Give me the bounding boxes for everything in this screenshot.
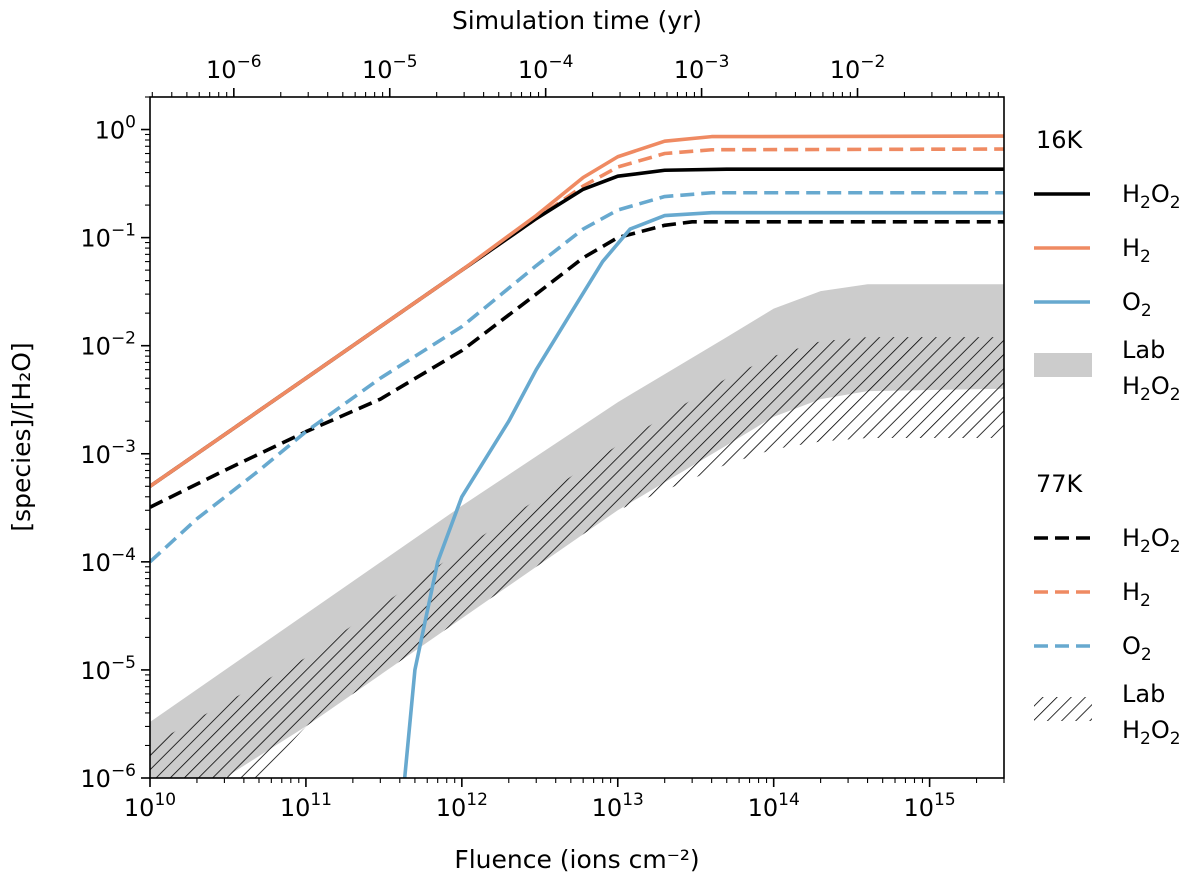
top-tick-label: 10−3 (674, 52, 730, 84)
legend-label: H2 (1122, 234, 1151, 267)
y-tick-label: 100 (95, 113, 136, 145)
y-tick-label: 10−5 (80, 653, 136, 685)
axis-ticks (141, 88, 1005, 787)
y-tick-label: 10−4 (80, 545, 136, 577)
top-tick-label: 10−4 (518, 52, 574, 84)
series-O2_16K (402, 210, 1004, 778)
series-lines (150, 134, 1004, 778)
legend-label: O2 (1122, 288, 1152, 321)
y-tick-label: 10−6 (80, 761, 136, 793)
lab-bands (150, 284, 1004, 778)
y-axis-label: [species]/[H₂O] (7, 342, 36, 531)
legend-label: Lab (1122, 680, 1165, 708)
top-tick-label: 10−5 (362, 52, 418, 84)
legend-title-16K: 16K (1036, 126, 1084, 154)
x-tick-label: 1011 (280, 790, 332, 822)
series-O2_77K (150, 190, 1004, 564)
x-tick-label: 1014 (748, 790, 800, 822)
legend-title-77K: 77K (1036, 470, 1084, 498)
top-axis-label: Simulation time (yr) (452, 6, 702, 35)
series-H2O2_77K (150, 220, 1004, 509)
series-H2_16K (150, 134, 1004, 488)
tick-labels: 1010 1011 1012 1013 1014 1015 10−6 10−5 10−4 10−3… (80, 52, 955, 822)
legend-label: Lab (1122, 336, 1165, 364)
legend-label: H2 (1122, 578, 1151, 611)
top-tick-label: 10−6 (206, 52, 262, 84)
y-tick-label: 10−3 (80, 437, 136, 469)
legend-label: H2O2 (1122, 524, 1181, 557)
legend-label: O2 (1122, 632, 1152, 665)
x-tick-label: 1015 (904, 790, 956, 822)
x-tick-label: 1013 (592, 790, 644, 822)
y-tick-label: 10−1 (80, 221, 136, 253)
y-tick-label: 10−2 (80, 329, 136, 361)
x-axis-label: Fluence (ions cm⁻²) (454, 845, 699, 874)
legend-handle-lab_16K (1034, 353, 1092, 377)
legend-label: H2O2 (1122, 180, 1181, 213)
plot-frame (149, 96, 1005, 779)
x-tick-label: 1012 (436, 790, 488, 822)
legend-handle-lab_77K (1034, 697, 1092, 721)
x-tick-label: 1010 (124, 790, 176, 822)
band-lab_77K (150, 337, 1004, 778)
legend-label: H2O2 (1122, 716, 1181, 749)
top-tick-label: 10−2 (830, 52, 886, 84)
legend-label: H2O2 (1122, 372, 1181, 405)
